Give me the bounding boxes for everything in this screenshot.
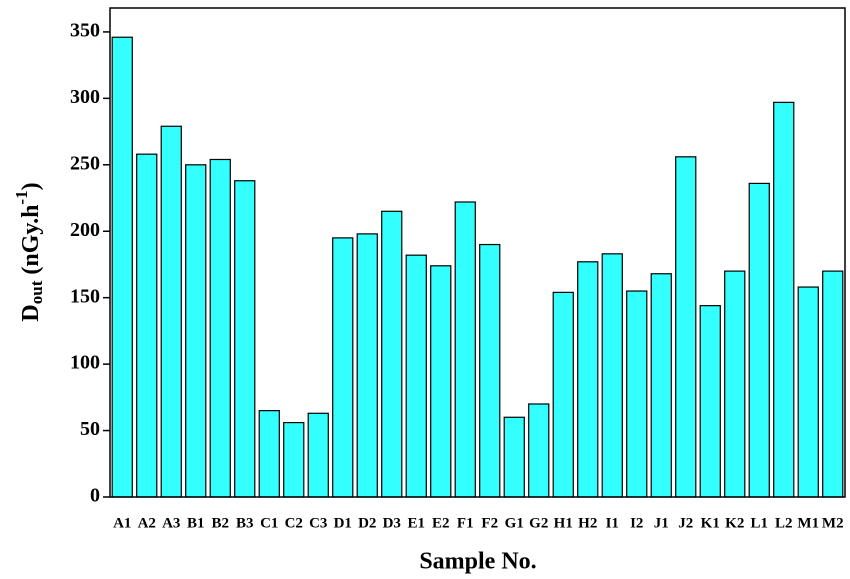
x-tick-label: L2 [775, 515, 793, 531]
bar [675, 156, 697, 498]
y-tick-label: 0 [90, 485, 100, 507]
bar [258, 410, 280, 498]
x-tick-label: M1 [797, 515, 819, 531]
x-tick-label: E2 [432, 515, 450, 531]
x-tick-label: G1 [505, 515, 524, 531]
bar [356, 233, 378, 498]
x-tick-label: D2 [358, 515, 376, 531]
x-tick-label: K1 [701, 515, 720, 531]
bar [111, 36, 133, 498]
x-tick-label: B2 [211, 515, 229, 531]
bar [577, 261, 599, 498]
y-tick-label: 100 [70, 352, 100, 374]
x-tick-label: C3 [309, 515, 327, 531]
bar [822, 270, 844, 498]
bar [430, 265, 452, 498]
x-tick-label: G2 [529, 515, 548, 531]
x-tick-label: A3 [162, 515, 180, 531]
bar [479, 243, 501, 498]
x-tick-label: C1 [260, 515, 278, 531]
y-label-main: D [18, 304, 44, 321]
x-tick-label: M2 [822, 515, 844, 531]
bar [724, 270, 746, 498]
y-tick-label: 300 [70, 86, 100, 108]
bar [748, 182, 770, 498]
bar [405, 254, 427, 498]
y-label-close: ) [18, 182, 44, 190]
bar [503, 416, 525, 498]
x-tick-label: J2 [678, 515, 693, 531]
x-tick-label: D3 [383, 515, 401, 531]
y-label-sub: out [27, 280, 46, 304]
bar [699, 305, 721, 498]
bar [381, 210, 403, 498]
y-label-sup: -1 [12, 190, 31, 204]
x-tick-label: F2 [481, 515, 498, 531]
x-tick-label: H1 [554, 515, 573, 531]
bar [650, 273, 672, 498]
bar [160, 125, 182, 498]
y-tick-label: 250 [70, 152, 100, 174]
bar [307, 412, 329, 498]
bar [773, 101, 795, 498]
x-tick-label: I1 [606, 515, 619, 531]
bar [797, 286, 819, 498]
x-tick-label: H2 [578, 515, 597, 531]
x-tick-label: I2 [630, 515, 643, 531]
bar [283, 421, 305, 498]
x-tick-label: F1 [457, 515, 474, 531]
bar [601, 253, 623, 498]
bar [552, 291, 574, 498]
x-tick-label: J1 [654, 515, 669, 531]
bar [332, 237, 354, 498]
x-axis-label: Sample No. [419, 549, 536, 575]
bar [209, 158, 231, 498]
bar [136, 153, 158, 498]
x-tick-label: A2 [138, 515, 156, 531]
y-axis-label: Dout (nGy.h-1) [12, 182, 46, 321]
y-label-unit: (nGy.h [18, 205, 44, 281]
bar [234, 180, 256, 498]
bar [185, 164, 207, 498]
x-tick-label: B3 [236, 515, 254, 531]
x-tick-label: K2 [725, 515, 744, 531]
y-tick-label: 200 [70, 219, 100, 241]
x-tick-label: L1 [750, 515, 768, 531]
y-tick-label: 150 [70, 285, 100, 307]
x-tick-label: B1 [187, 515, 205, 531]
x-tick-label: C2 [285, 515, 303, 531]
x-tick-label: E1 [407, 515, 425, 531]
bar [626, 290, 648, 498]
x-tick-label: A1 [113, 515, 131, 531]
plot-frame [109, 7, 846, 498]
y-tick-label: 350 [70, 20, 100, 42]
y-tick-label: 50 [80, 418, 100, 440]
x-tick-label: D1 [334, 515, 352, 531]
bar [528, 403, 550, 498]
bar [454, 201, 476, 498]
